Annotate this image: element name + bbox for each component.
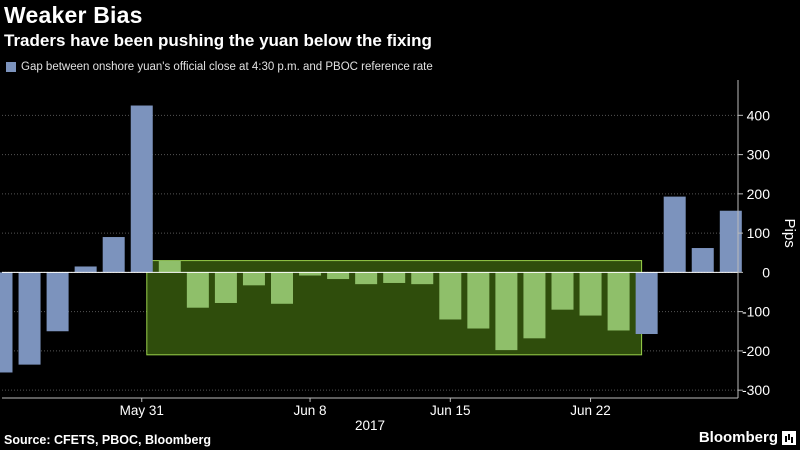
bar-2017-06-21	[551, 272, 574, 310]
bar-2017-06-02	[186, 272, 209, 308]
bar-2017-06-06	[242, 272, 265, 286]
x-tick-label: May 31	[120, 403, 164, 418]
bar-2017-05-25	[74, 266, 97, 273]
bar-2017-05-23	[18, 272, 41, 365]
x-tick-label: Jun 8	[294, 403, 327, 418]
legend-label: Gap between onshore yuan's official clos…	[21, 61, 433, 73]
chart-title: Weaker Bias	[4, 2, 143, 28]
legend: Gap between onshore yuan's official clos…	[6, 61, 433, 73]
bar-2017-05-31	[130, 105, 153, 273]
x-tick-label: Jun 15	[430, 403, 471, 418]
bar-2017-05-22	[0, 272, 13, 373]
y-axis-label: Pips	[781, 219, 798, 248]
bar-2017-06-16	[467, 272, 490, 329]
brand-logo: Bloomberg	[699, 429, 796, 446]
bar-2017-06-22	[579, 272, 602, 316]
legend-swatch	[6, 62, 16, 72]
bar-2017-06-13	[383, 272, 406, 283]
brand-name: Bloomberg	[698, 429, 778, 446]
x-tick-label: Jun 22	[570, 403, 611, 418]
bar-2017-06-27	[663, 196, 686, 273]
y-tick-label: 100	[747, 225, 771, 241]
bar-2017-06-28	[691, 248, 714, 273]
bar-2017-05-26	[102, 237, 125, 273]
bar-2017-06-08	[299, 272, 322, 276]
y-tick-label: -300	[742, 382, 770, 398]
bar-2017-06-20	[523, 272, 546, 339]
bar-2017-06-05	[214, 272, 237, 303]
bloomberg-chart-icon	[782, 430, 796, 445]
chart-subtitle: Traders have been pushing the yuan below…	[4, 31, 432, 50]
bar-2017-06-19	[495, 272, 518, 351]
bar-2017-06-29	[719, 210, 742, 273]
bar-2017-06-12	[355, 272, 378, 285]
bar-2017-05-24	[46, 272, 69, 332]
bar-2017-06-23	[607, 272, 630, 331]
bar-2017-06-15	[439, 272, 462, 320]
y-tick-label: 0	[762, 264, 770, 280]
bar-2017-06-09	[327, 272, 350, 280]
bar-2017-06-26	[635, 272, 658, 335]
y-tick-label: 200	[747, 186, 771, 202]
y-tick-label: 300	[747, 147, 771, 163]
x-year-label: 2017	[355, 418, 385, 433]
bar-2017-06-14	[411, 272, 434, 285]
y-tick-label: 400	[747, 107, 771, 123]
y-tick-label: -200	[742, 343, 770, 359]
source-note: Source: CFETS, PBOC, Bloomberg	[4, 433, 211, 447]
y-tick-label: -100	[742, 304, 770, 320]
bar-2017-06-01	[158, 260, 181, 273]
bar-2017-06-07	[271, 272, 293, 304]
